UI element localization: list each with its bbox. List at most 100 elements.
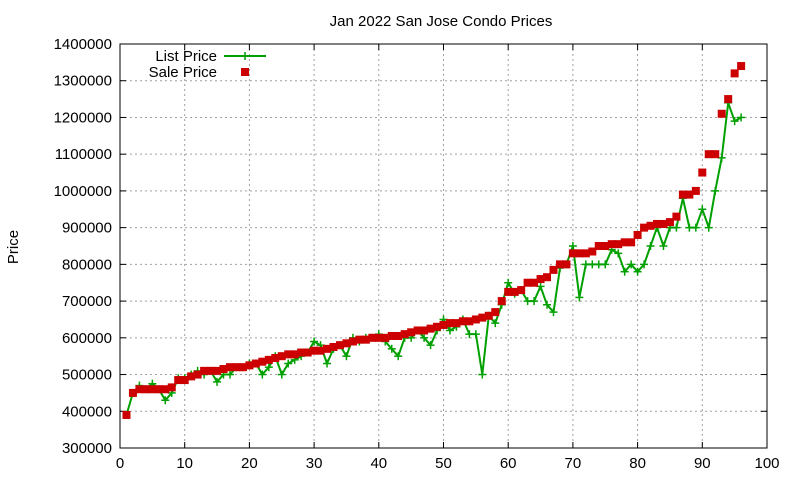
sale-price-point bbox=[213, 366, 222, 375]
sale-price-point bbox=[588, 247, 597, 256]
sale-price-point bbox=[433, 322, 442, 331]
y-tick-label: 1400000 bbox=[54, 36, 112, 53]
chart-title: Jan 2022 San Jose Condo Prices bbox=[330, 13, 553, 30]
sale-price-point bbox=[730, 69, 739, 78]
sale-price-point bbox=[303, 348, 312, 357]
x-tick-label: 10 bbox=[176, 455, 193, 472]
list-price-point bbox=[284, 359, 293, 368]
sale-price-point bbox=[484, 311, 493, 320]
list-price-point bbox=[491, 319, 500, 328]
list-price-point bbox=[549, 308, 558, 317]
sale-price-point bbox=[316, 346, 325, 355]
sale-price-point bbox=[245, 361, 254, 370]
sale-price-point bbox=[523, 278, 532, 287]
list-price-point bbox=[698, 205, 707, 214]
sale-price-point bbox=[284, 350, 293, 359]
sale-price-point bbox=[342, 339, 351, 348]
sale-price-point bbox=[601, 242, 610, 250]
sale-price-point bbox=[413, 326, 422, 335]
sale-price-point bbox=[225, 363, 234, 372]
sale-price-point bbox=[581, 249, 590, 258]
sale-price-point bbox=[141, 385, 150, 394]
sale-price-point bbox=[258, 357, 267, 366]
sale-price-point bbox=[426, 324, 435, 333]
sale-price-point bbox=[297, 348, 306, 357]
y-axis: 300000 400000 500000 600000 700000 800000 9000… bbox=[54, 36, 767, 457]
list-price-point bbox=[633, 267, 642, 276]
series-sale-price bbox=[122, 62, 746, 419]
sale-price-point bbox=[407, 328, 416, 337]
list-price-point bbox=[704, 223, 713, 232]
sale-price-point bbox=[620, 238, 629, 247]
list-price-point bbox=[601, 260, 610, 269]
sale-price-point bbox=[594, 242, 603, 250]
sale-price-point bbox=[251, 359, 260, 368]
sale-price-point bbox=[458, 317, 467, 326]
sale-price-point bbox=[646, 221, 655, 230]
y-tick-label: 600000 bbox=[62, 330, 112, 347]
sale-price-point bbox=[348, 337, 357, 346]
sale-price-point bbox=[536, 275, 545, 284]
y-tick-label: 300000 bbox=[62, 440, 112, 457]
legend-plus-swatch bbox=[241, 52, 249, 60]
sale-price-point bbox=[517, 286, 526, 295]
list-price-point bbox=[659, 242, 668, 250]
list-price-point bbox=[640, 260, 649, 269]
sale-price-point bbox=[374, 333, 383, 342]
list-price-point bbox=[310, 337, 319, 346]
sale-price-point bbox=[530, 278, 539, 287]
sale-price-point bbox=[355, 335, 364, 344]
list-price-point bbox=[620, 267, 629, 276]
x-tick-label: 0 bbox=[116, 455, 124, 472]
sale-price-point bbox=[439, 320, 448, 329]
x-tick-label: 80 bbox=[629, 455, 646, 472]
sale-price-point bbox=[698, 168, 707, 177]
sale-price-point bbox=[543, 273, 552, 282]
sale-price-point bbox=[672, 212, 681, 221]
x-axis: 0 10 20 30 40 50 60 70 80 90 100 bbox=[116, 44, 780, 472]
list-price-point bbox=[737, 113, 746, 122]
sale-price-point bbox=[361, 335, 370, 344]
list-price-point bbox=[543, 300, 552, 309]
y-tick-label: 1200000 bbox=[54, 109, 112, 126]
list-price-point bbox=[627, 260, 636, 269]
x-tick-label: 60 bbox=[500, 455, 517, 472]
list-price-point bbox=[394, 352, 403, 361]
x-tick-label: 40 bbox=[370, 455, 387, 472]
sale-price-point bbox=[665, 218, 674, 227]
sale-price-point bbox=[704, 150, 713, 159]
sale-price-point bbox=[180, 376, 189, 385]
legend-label: Sale Price bbox=[149, 64, 217, 81]
sale-price-point bbox=[678, 190, 687, 199]
sale-price-point bbox=[575, 249, 584, 258]
sale-price-point bbox=[614, 240, 623, 249]
sale-price-point bbox=[148, 385, 157, 394]
sale-price-point bbox=[200, 366, 209, 375]
sale-price-point bbox=[264, 355, 273, 364]
list-price-point bbox=[323, 359, 332, 368]
list-price-point bbox=[161, 396, 170, 405]
sale-price-point bbox=[510, 287, 519, 296]
x-tick-label: 70 bbox=[565, 455, 582, 472]
sale-price-point bbox=[329, 343, 338, 351]
list-price-point bbox=[426, 341, 435, 350]
y-tick-label: 900000 bbox=[62, 220, 112, 237]
sale-price-point bbox=[277, 352, 286, 361]
sale-price-point bbox=[394, 331, 403, 340]
sale-price-point bbox=[640, 223, 649, 232]
x-tick-label: 90 bbox=[694, 455, 711, 472]
list-price-point bbox=[568, 242, 577, 250]
sale-price-point bbox=[562, 260, 571, 269]
list-price-point bbox=[478, 370, 487, 379]
sale-price-point bbox=[478, 313, 487, 322]
y-tick-label: 1300000 bbox=[54, 73, 112, 90]
list-price-point bbox=[387, 344, 396, 353]
list-price-point bbox=[530, 297, 539, 306]
sale-price-point bbox=[653, 219, 662, 228]
sale-price-point bbox=[381, 333, 390, 342]
sale-price-point bbox=[549, 265, 558, 274]
sale-price-point bbox=[491, 308, 500, 317]
list-price-point bbox=[614, 249, 623, 258]
